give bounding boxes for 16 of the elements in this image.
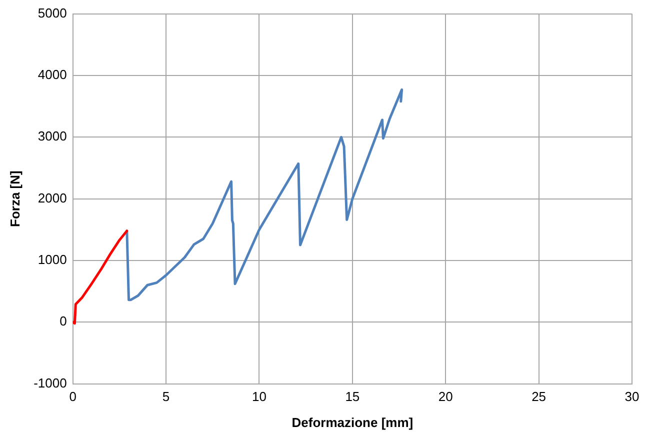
x-tick-label: 30 (624, 389, 640, 404)
x-tick-label: 10 (252, 389, 266, 404)
y-axis-title: Forza [N] (7, 170, 22, 227)
x-tick-label: 5 (162, 389, 170, 404)
x-tick-label: 0 (69, 389, 76, 404)
y-tick-label: 2000 (38, 190, 67, 206)
y-tick-label: 0 (60, 314, 67, 329)
x-tick-label: 25 (532, 389, 546, 404)
x-axis-title: Deformazione [mm] (292, 414, 414, 430)
y-tick-label: 1000 (38, 252, 67, 268)
x-tick-label: 20 (438, 389, 453, 404)
y-tick-label: 5000 (38, 5, 67, 20)
y-tick-label: 3000 (38, 128, 67, 144)
y-tick-label: -1000 (34, 375, 67, 390)
x-tick-label: 15 (345, 389, 360, 404)
y-tick-label: 4000 (38, 67, 67, 82)
